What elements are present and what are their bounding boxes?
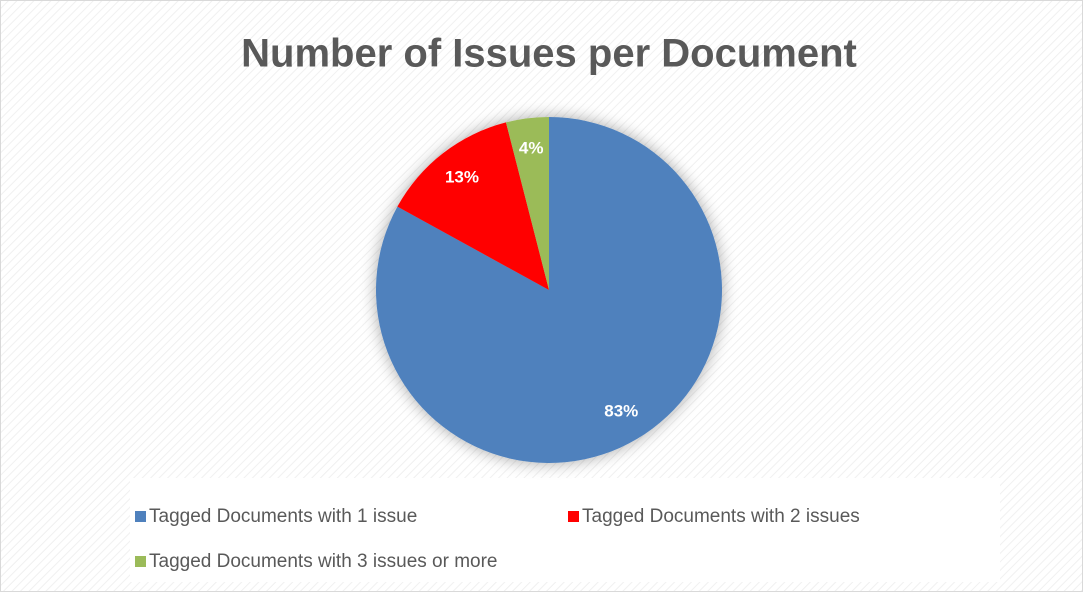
pie	[375, 117, 722, 463]
pie-slice	[397, 122, 549, 290]
legend-marker	[135, 556, 146, 567]
legend-box	[130, 478, 1000, 582]
pie-slice	[505, 117, 549, 290]
legend-label: Tagged Documents with 3 issues or more	[149, 551, 498, 572]
legend-marker	[568, 511, 579, 522]
chart-title: Number of Issues per Document	[241, 32, 857, 76]
legend-label: Tagged Documents with 1 issue	[149, 506, 417, 527]
data-label: 13%	[445, 167, 479, 186]
legend-label: Tagged Documents with 2 issues	[582, 506, 860, 527]
data-label: 4%	[519, 139, 544, 158]
legend-marker	[135, 511, 146, 522]
data-label: 83%	[604, 402, 638, 421]
